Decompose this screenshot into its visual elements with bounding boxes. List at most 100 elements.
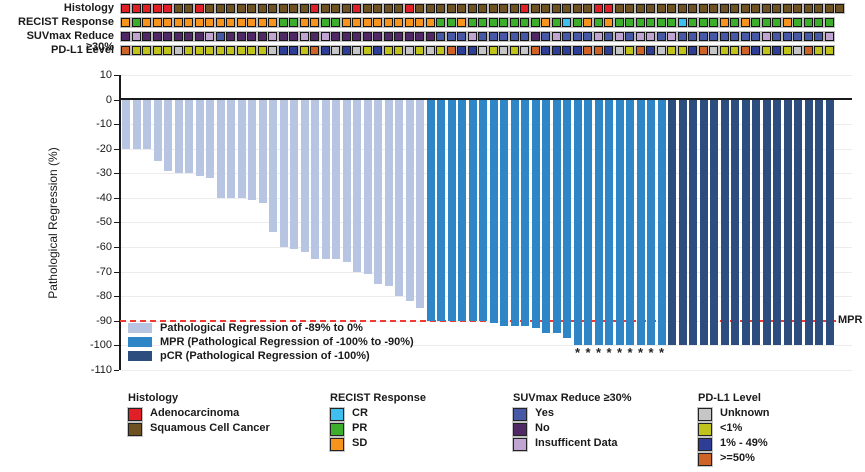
track-cell-recist-response [740, 18, 750, 27]
track-cell-histology [499, 4, 508, 13]
gridline [120, 369, 852, 371]
track-cell-suvmax-reduce [803, 32, 813, 41]
y-tick [114, 296, 119, 298]
legend-swatch [513, 423, 527, 436]
track-cell-pdl1-level [299, 46, 309, 55]
track-cell-recist-response [236, 18, 246, 27]
waterfall-bar [773, 100, 782, 346]
track-cell-histology [583, 4, 592, 13]
track-cell-recist-response [562, 18, 571, 27]
track-cell-histology [688, 4, 697, 13]
track-cell-recist-response [436, 18, 445, 27]
waterfall-bar [374, 100, 383, 284]
track-cell-histology [625, 4, 634, 13]
track-cell-recist-response [730, 18, 739, 27]
asterisk: * [658, 345, 665, 361]
waterfall-bar [311, 100, 320, 260]
track-cell-pdl1-level [331, 46, 340, 55]
track-cell-pdl1-level [163, 46, 172, 55]
track-cell-suvmax-reduce [730, 32, 739, 41]
waterfall-bar [416, 100, 425, 309]
legend-swatch [128, 408, 142, 421]
waterfall-bar [626, 100, 635, 346]
track-cell-pdl1-level [730, 46, 739, 55]
track-cell-histology [404, 4, 414, 13]
track-cell-recist-response [394, 18, 403, 27]
track-cell-histology [121, 4, 130, 13]
legend-swatch [513, 438, 527, 451]
track-cell-suvmax-reduce [593, 32, 603, 41]
track-cell-histology [331, 4, 340, 13]
track-cell-suvmax-reduce [530, 32, 540, 41]
waterfall-bar [143, 100, 152, 149]
track-cell-pdl1-level [373, 46, 382, 55]
waterfall-bar [668, 100, 677, 346]
legend-item-label: >=50% [720, 452, 755, 464]
track-cell-recist-response [530, 18, 540, 27]
track-cell-suvmax-reduce [341, 32, 351, 41]
legend-swatch [698, 438, 712, 451]
track-cell-histology [562, 4, 571, 13]
waterfall-bar [332, 100, 341, 260]
y-tick [114, 246, 119, 248]
track-cell-recist-response [257, 18, 267, 27]
waterfall-bar [752, 100, 761, 346]
track-cell-histology [394, 4, 403, 13]
track-cell-pdl1-level [257, 46, 267, 55]
track-cell-suvmax-reduce [604, 32, 613, 41]
track-cell-histology [383, 4, 393, 13]
track-cell-suvmax-reduce [698, 32, 708, 41]
y-tick [114, 75, 119, 77]
waterfall-bar [195, 100, 204, 176]
waterfall-bar [269, 100, 278, 233]
legend-swatch [698, 408, 712, 421]
track-cell-histology [677, 4, 687, 13]
waterfall-bar [122, 100, 131, 149]
track-cell-recist-response [761, 18, 771, 27]
track-cell-recist-response [824, 18, 834, 27]
track-cell-recist-response [163, 18, 172, 27]
track-cell-recist-response [268, 18, 277, 27]
y-tick-label: -20 [96, 142, 112, 155]
waterfall-bar [353, 100, 362, 272]
track-cell-histology [257, 4, 267, 13]
track-cell-recist-response [488, 18, 498, 27]
track-cell-suvmax-reduce [793, 32, 802, 41]
waterfall-bar [290, 100, 299, 250]
track-cell-recist-response [467, 18, 477, 27]
track-cell-recist-response [373, 18, 382, 27]
track-cell-suvmax-reduce [656, 32, 666, 41]
track-cell-suvmax-reduce [205, 32, 214, 41]
waterfall-bar [468, 100, 477, 321]
waterfall-bar [248, 100, 257, 201]
track-cell-suvmax-reduce [719, 32, 729, 41]
track-cell-pdl1-level [446, 46, 456, 55]
legend-title-1: RECIST Response [330, 392, 426, 404]
track-cell-pdl1-level [394, 46, 403, 55]
waterfall-bar [342, 100, 351, 262]
track-cell-recist-response [614, 18, 624, 27]
track-cell-histology [593, 4, 603, 13]
track-cell-histology [436, 4, 445, 13]
waterfall-bar [825, 100, 834, 346]
waterfall-bar [804, 100, 813, 346]
track-cell-histology [782, 4, 792, 13]
track-cell-pdl1-level [803, 46, 813, 55]
track-cell-pdl1-level [719, 46, 729, 55]
track-cell-recist-response [352, 18, 361, 27]
track-cell-histology [719, 4, 729, 13]
waterfall-bar [279, 100, 288, 247]
waterfall-bar [678, 100, 687, 346]
track-cell-recist-response [152, 18, 162, 27]
track-cell-pdl1-level [583, 46, 592, 55]
track-cell-recist-response [709, 18, 718, 27]
track-cell-suvmax-reduce [404, 32, 414, 41]
track-cell-pdl1-level [740, 46, 750, 55]
y-tick-label: -30 [96, 167, 112, 180]
y-tick [114, 369, 119, 371]
track-cell-recist-response [793, 18, 802, 27]
track-cell-suvmax-reduce [394, 32, 403, 41]
y-tick [114, 197, 119, 199]
waterfall-bar [794, 100, 803, 346]
